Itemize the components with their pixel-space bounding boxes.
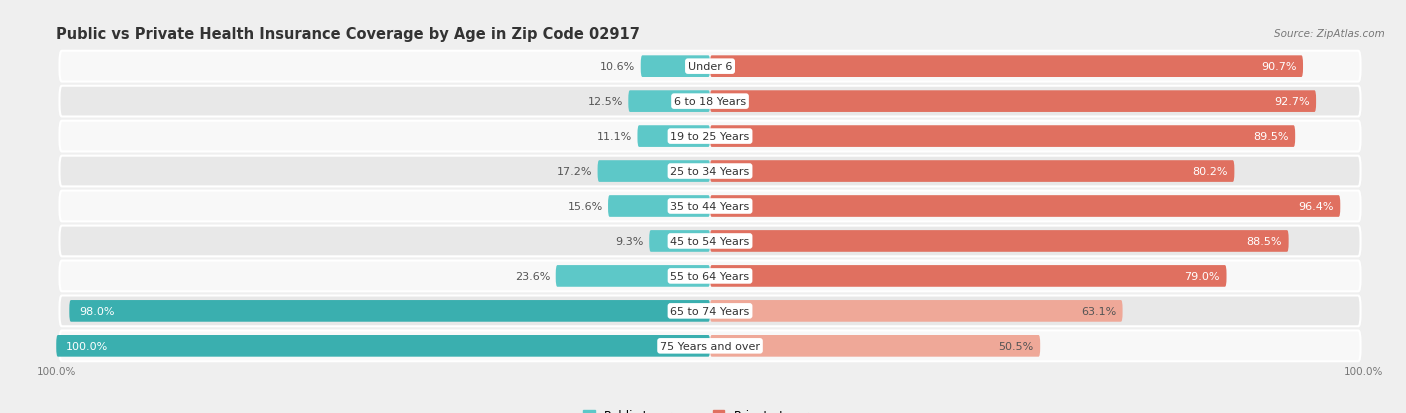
Text: 25 to 34 Years: 25 to 34 Years [671,166,749,177]
FancyBboxPatch shape [56,335,710,357]
Text: 90.7%: 90.7% [1261,62,1296,72]
Text: 19 to 25 Years: 19 to 25 Years [671,132,749,142]
FancyBboxPatch shape [650,230,710,252]
Text: 88.5%: 88.5% [1247,236,1282,247]
Text: 98.0%: 98.0% [79,306,115,316]
Text: 17.2%: 17.2% [557,166,592,177]
Text: 80.2%: 80.2% [1192,166,1227,177]
Text: 63.1%: 63.1% [1081,306,1116,316]
Text: 92.7%: 92.7% [1274,97,1309,107]
FancyBboxPatch shape [710,196,1340,217]
FancyBboxPatch shape [710,266,1226,287]
Text: 12.5%: 12.5% [588,97,623,107]
Text: 100.0%: 100.0% [66,341,108,351]
Text: Public vs Private Health Insurance Coverage by Age in Zip Code 02917: Public vs Private Health Insurance Cover… [56,26,640,41]
Text: 79.0%: 79.0% [1184,271,1220,281]
FancyBboxPatch shape [607,196,710,217]
FancyBboxPatch shape [710,230,1289,252]
Text: 89.5%: 89.5% [1253,132,1289,142]
FancyBboxPatch shape [710,91,1316,113]
FancyBboxPatch shape [555,266,710,287]
Text: 6 to 18 Years: 6 to 18 Years [673,97,747,107]
Text: 23.6%: 23.6% [515,271,551,281]
FancyBboxPatch shape [59,87,1361,117]
Text: 9.3%: 9.3% [616,236,644,247]
Text: 96.4%: 96.4% [1298,202,1334,211]
FancyBboxPatch shape [710,161,1234,183]
FancyBboxPatch shape [598,161,710,183]
Text: 15.6%: 15.6% [568,202,603,211]
FancyBboxPatch shape [59,191,1361,222]
Text: 50.5%: 50.5% [998,341,1033,351]
FancyBboxPatch shape [59,261,1361,292]
Text: 45 to 54 Years: 45 to 54 Years [671,236,749,247]
FancyBboxPatch shape [59,226,1361,257]
FancyBboxPatch shape [710,335,1040,357]
FancyBboxPatch shape [69,300,710,322]
FancyBboxPatch shape [710,126,1295,147]
Text: 55 to 64 Years: 55 to 64 Years [671,271,749,281]
FancyBboxPatch shape [59,156,1361,187]
FancyBboxPatch shape [710,300,1122,322]
Text: 75 Years and over: 75 Years and over [659,341,761,351]
FancyBboxPatch shape [628,91,710,113]
Legend: Public Insurance, Private Insurance: Public Insurance, Private Insurance [578,404,842,413]
Text: 65 to 74 Years: 65 to 74 Years [671,306,749,316]
Text: 35 to 44 Years: 35 to 44 Years [671,202,749,211]
FancyBboxPatch shape [641,56,710,78]
Text: 10.6%: 10.6% [600,62,636,72]
Text: 11.1%: 11.1% [598,132,633,142]
FancyBboxPatch shape [59,121,1361,152]
FancyBboxPatch shape [637,126,710,147]
FancyBboxPatch shape [59,52,1361,82]
FancyBboxPatch shape [59,331,1361,361]
Text: Source: ZipAtlas.com: Source: ZipAtlas.com [1274,29,1385,39]
FancyBboxPatch shape [59,296,1361,326]
Text: Under 6: Under 6 [688,62,733,72]
FancyBboxPatch shape [710,56,1303,78]
